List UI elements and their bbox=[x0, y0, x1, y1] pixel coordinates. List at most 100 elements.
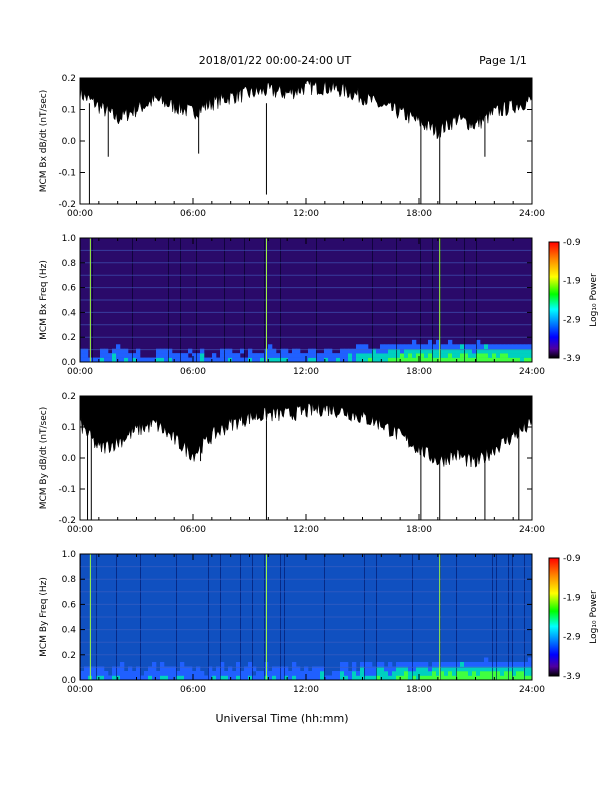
spectrogram-cell bbox=[360, 662, 365, 667]
spectrogram-cell bbox=[468, 675, 473, 681]
spectrogram-cell bbox=[212, 675, 217, 681]
y-tick-label: 0.6 bbox=[62, 284, 77, 294]
spectrogram-cell bbox=[352, 353, 357, 358]
spectrogram-cell bbox=[328, 357, 333, 363]
spectrogram-cell bbox=[268, 671, 273, 676]
spectrogram-cell bbox=[344, 353, 349, 358]
spectrogram-cell bbox=[252, 353, 257, 358]
spectrogram-cell bbox=[452, 662, 457, 667]
spectrogram-cell bbox=[312, 675, 317, 681]
spectrogram-cell bbox=[220, 348, 225, 354]
spectrogram-cell bbox=[484, 357, 489, 363]
spectrogram-cell bbox=[400, 662, 405, 667]
spectrogram-cell bbox=[320, 666, 325, 672]
spectrogram-cell bbox=[136, 357, 141, 363]
spectrogram-cell bbox=[408, 357, 413, 363]
spectrogram-cell bbox=[372, 666, 377, 672]
spectrogram-cell bbox=[436, 671, 441, 676]
spectrogram-cell bbox=[164, 666, 169, 672]
spectrogram-cell bbox=[116, 353, 121, 358]
spectrogram-cell bbox=[244, 671, 249, 676]
spectrogram-cell bbox=[124, 353, 129, 358]
spectrogram-cell bbox=[524, 671, 529, 676]
y-axis-label: MCM By Freq (Hz) bbox=[39, 577, 49, 657]
spectrogram-cell bbox=[288, 357, 293, 363]
spectrogram-cell bbox=[504, 348, 509, 354]
spectrogram-cell bbox=[380, 357, 385, 363]
spectrogram-cell bbox=[332, 675, 337, 681]
spectrogram-cell bbox=[376, 666, 381, 672]
x-tick-label: 06:00 bbox=[180, 209, 206, 219]
spectrogram-cell bbox=[448, 348, 453, 354]
y-tick-label: 0.0 bbox=[62, 137, 77, 147]
colorbar-tick-label: -2.9 bbox=[563, 315, 581, 325]
spectrogram-cell bbox=[424, 344, 429, 350]
y-tick-label: 0.1 bbox=[62, 423, 76, 433]
spectrogram-cell bbox=[472, 344, 477, 350]
spectrogram-cell bbox=[308, 353, 313, 358]
spectrogram-cell bbox=[528, 344, 533, 350]
spectrogram-cell bbox=[124, 671, 129, 676]
spectrogram-cell bbox=[180, 357, 185, 363]
spectrogram-cell bbox=[428, 666, 433, 672]
spectrogram-cell bbox=[340, 666, 345, 672]
spectrogram-cell bbox=[496, 353, 501, 358]
spectrogram-cell bbox=[524, 666, 529, 672]
colorbar-tick-label: -0.9 bbox=[563, 238, 581, 248]
x-tick-label: 12:00 bbox=[293, 209, 319, 219]
colorbar-label: Log₁₀ Power bbox=[589, 590, 599, 644]
spectrogram-cell bbox=[160, 671, 165, 676]
spectrogram-cell bbox=[528, 353, 533, 358]
spectrogram-cell bbox=[256, 671, 261, 676]
spectrogram-cell bbox=[296, 357, 301, 363]
x-tick-label: 00:00 bbox=[67, 525, 93, 535]
spectrogram-cell bbox=[128, 675, 133, 681]
panel-1: 0.2 0.1 0.0 -0.1 -0.200:00 06:00 12:00 18:00 24:… bbox=[39, 74, 545, 219]
spectrogram-cell bbox=[488, 344, 493, 350]
spectrogram-cell bbox=[268, 348, 273, 354]
spectrogram-cell bbox=[116, 348, 121, 354]
spectrogram-cell bbox=[408, 666, 413, 672]
spectrogram-cell bbox=[380, 662, 385, 667]
spectrogram-cell bbox=[484, 671, 489, 676]
spectrogram-cell bbox=[124, 357, 129, 363]
spectrogram-cell bbox=[480, 662, 485, 667]
spectrogram-cell bbox=[240, 348, 245, 354]
spectrogram-cell bbox=[512, 353, 517, 358]
spectrogram-cell bbox=[364, 666, 369, 672]
x-tick-label: 06:00 bbox=[180, 685, 206, 695]
spectrogram-cell bbox=[472, 353, 477, 358]
spectrogram-cell bbox=[404, 357, 409, 363]
spectrogram-cell bbox=[396, 344, 401, 350]
spectrogram-cell bbox=[368, 348, 373, 354]
spectrogram-cell bbox=[312, 671, 317, 676]
spectrogram-cell bbox=[232, 671, 237, 676]
spectrogram-cell bbox=[100, 671, 105, 676]
spectrogram-cell bbox=[368, 671, 373, 676]
spectrogram-cell bbox=[312, 348, 317, 354]
spectrogram-cell bbox=[440, 671, 445, 676]
spectrogram-cell bbox=[316, 353, 321, 358]
spectrogram-cell bbox=[328, 353, 333, 358]
spectrogram-cell bbox=[476, 344, 481, 350]
spectrogram-cell bbox=[364, 344, 369, 350]
spectrogram-cell bbox=[500, 662, 505, 667]
spectrogram-cell bbox=[448, 671, 453, 676]
spectrogram-cell bbox=[196, 666, 201, 672]
spectrogram-cell bbox=[84, 348, 89, 354]
spectrogram-cell bbox=[448, 339, 453, 345]
spectrogram-cell bbox=[432, 357, 437, 363]
spectrogram-cell bbox=[440, 344, 445, 350]
spectrogram-cell bbox=[244, 666, 249, 672]
spectrogram-cell bbox=[528, 657, 533, 663]
spectrogram-cell bbox=[352, 675, 357, 681]
spectrogram-cell bbox=[136, 671, 141, 676]
spectrogram-cell bbox=[216, 671, 221, 676]
spectrogram-cell bbox=[248, 662, 253, 667]
spectrogram-cell bbox=[232, 675, 237, 681]
spectrogram-cell bbox=[444, 357, 449, 363]
spectrogram-cell bbox=[184, 675, 189, 681]
spectrogram-cell bbox=[92, 671, 97, 676]
spectrogram-cell bbox=[180, 666, 185, 672]
spectrogram-cell bbox=[420, 671, 425, 676]
